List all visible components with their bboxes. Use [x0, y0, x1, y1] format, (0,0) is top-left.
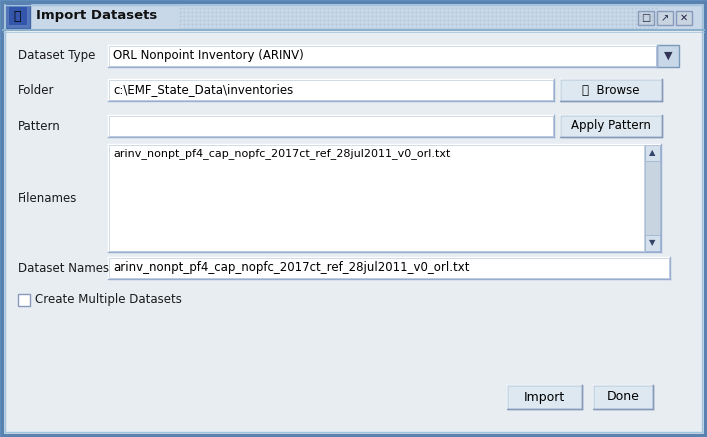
- Bar: [645, 145, 660, 251]
- Text: Filenames: Filenames: [18, 191, 77, 205]
- Text: c:\EMF_State_Data\inventories: c:\EMF_State_Data\inventories: [113, 83, 293, 97]
- Bar: [560, 79, 662, 101]
- Text: Import: Import: [524, 391, 565, 403]
- Bar: [676, 11, 692, 25]
- Bar: [638, 11, 654, 25]
- Text: Done: Done: [607, 391, 639, 403]
- Bar: [6, 4, 30, 28]
- Bar: [507, 385, 582, 409]
- Bar: [109, 80, 553, 100]
- Text: Folder: Folder: [18, 83, 54, 97]
- Bar: [645, 145, 660, 161]
- Bar: [109, 145, 644, 251]
- Bar: [9, 7, 27, 25]
- Text: Dataset Type: Dataset Type: [18, 49, 95, 62]
- Text: 🐦: 🐦: [13, 10, 21, 22]
- Text: Apply Pattern: Apply Pattern: [571, 119, 651, 132]
- Text: □: □: [641, 13, 650, 23]
- Text: ▲: ▲: [649, 149, 656, 157]
- Bar: [645, 235, 660, 251]
- Text: arinv_nonpt_pf4_cap_nopfc_2017ct_ref_28jul2011_v0_orl.txt: arinv_nonpt_pf4_cap_nopfc_2017ct_ref_28j…: [113, 149, 450, 160]
- Text: ORL Nonpoint Inventory (ARINV): ORL Nonpoint Inventory (ARINV): [113, 49, 304, 62]
- Text: Import Datasets: Import Datasets: [36, 10, 157, 22]
- Text: ▼: ▼: [649, 239, 656, 247]
- Text: ✕: ✕: [680, 13, 688, 23]
- Text: ▼: ▼: [664, 51, 672, 61]
- Bar: [109, 116, 553, 136]
- Bar: [657, 45, 679, 67]
- Bar: [560, 115, 662, 137]
- Text: ⎙  Browse: ⎙ Browse: [583, 83, 640, 97]
- Bar: [109, 46, 656, 66]
- Bar: [593, 385, 653, 409]
- Text: Pattern: Pattern: [18, 119, 61, 132]
- Text: arinv_nonpt_pf4_cap_nopfc_2017ct_ref_28jul2011_v0_orl.txt: arinv_nonpt_pf4_cap_nopfc_2017ct_ref_28j…: [113, 261, 469, 274]
- Text: ↗: ↗: [661, 13, 669, 23]
- Bar: [657, 11, 673, 25]
- Bar: [109, 258, 669, 278]
- Bar: [18, 294, 30, 306]
- Bar: [3, 2, 704, 30]
- Text: Create Multiple Datasets: Create Multiple Datasets: [35, 294, 182, 306]
- Text: Dataset Names: Dataset Names: [18, 261, 109, 274]
